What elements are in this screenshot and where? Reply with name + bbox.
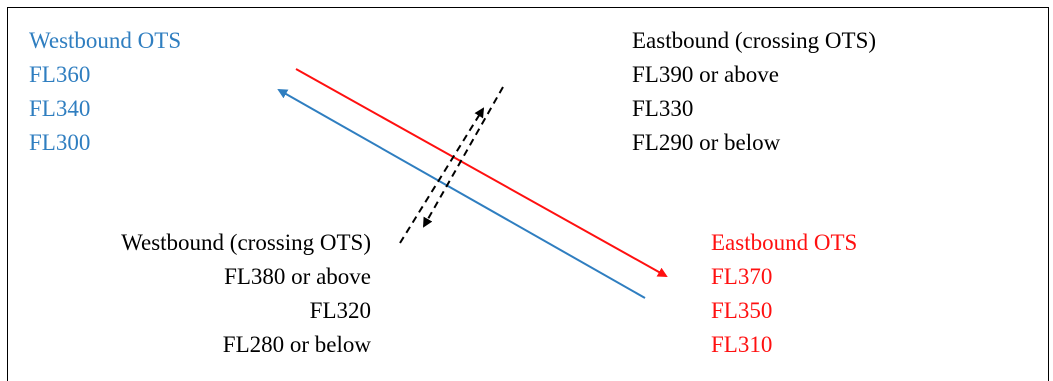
westbound-crossing-title: Westbound (crossing OTS) — [121, 230, 371, 255]
diagram-frame — [7, 7, 1049, 381]
eastbound-crossing-level-1: FL390 or above — [632, 62, 779, 87]
southbound-crossing-arrow — [423, 86, 504, 228]
westbound-ots-title: Westbound OTS — [29, 28, 182, 53]
eastbound-ots-arrow — [295, 68, 668, 277]
eastbound-ots-block: Eastbound OTS FL370 FL350 FL310 — [711, 226, 857, 362]
eastbound-ots-level-2: FL350 — [711, 298, 773, 323]
westbound-crossing-level-2: FL320 — [309, 298, 371, 323]
westbound-ots-level-3: FL300 — [29, 130, 91, 155]
eastbound-crossing-title: Eastbound (crossing OTS) — [632, 28, 877, 53]
eastbound-crossing-level-3: FL290 or below — [632, 130, 781, 155]
westbound-crossing-level-3: FL280 or below — [222, 332, 371, 357]
northbound-crossing-arrow — [399, 107, 485, 244]
eastbound-crossing-block: Eastbound (crossing OTS) FL390 or above … — [632, 24, 876, 160]
eastbound-ots-level-1: FL370 — [711, 264, 773, 289]
eastbound-crossing-level-2: FL330 — [632, 96, 694, 121]
westbound-ots-block: Westbound OTS FL360 FL340 FL300 — [29, 24, 181, 160]
westbound-crossing-level-1: FL380 or above — [224, 264, 371, 289]
westbound-crossing-block: Westbound (crossing OTS) FL380 or above … — [30, 226, 371, 362]
eastbound-ots-title: Eastbound OTS — [711, 230, 858, 255]
westbound-ots-level-2: FL340 — [29, 96, 91, 121]
eastbound-ots-level-3: FL310 — [711, 332, 773, 357]
westbound-ots-level-1: FL360 — [29, 62, 91, 87]
westbound-ots-arrow — [277, 89, 646, 299]
